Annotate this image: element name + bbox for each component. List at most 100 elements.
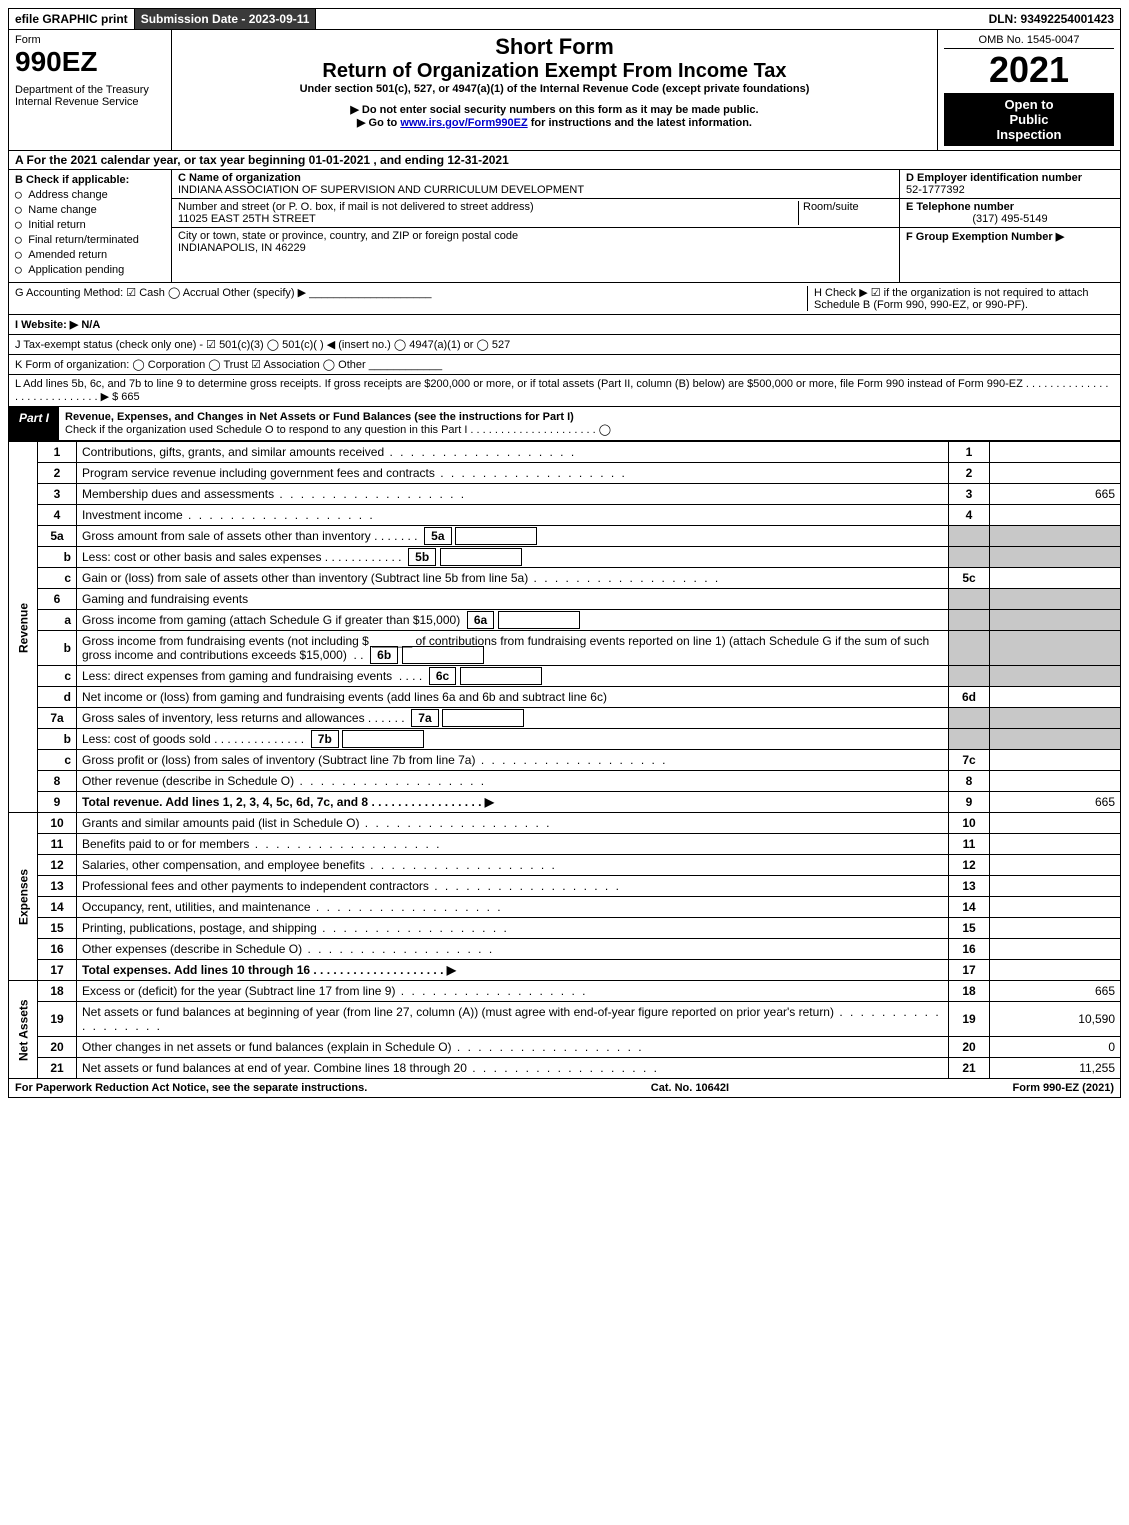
form-word: Form xyxy=(15,34,165,46)
row-19: 19Net assets or fund balances at beginni… xyxy=(9,1002,1121,1037)
form-number: 990EZ xyxy=(15,46,165,78)
insp-3: Inspection xyxy=(948,127,1110,142)
subtitle-3: ▶ Go to www.irs.gov/Form990EZ for instru… xyxy=(178,116,931,129)
row-10: Expenses 10Grants and similar amounts pa… xyxy=(9,813,1121,834)
row-14: 14Occupancy, rent, utilities, and mainte… xyxy=(9,897,1121,918)
dept-line-2: Internal Revenue Service xyxy=(15,96,165,108)
dln-label: DLN: 93492254001423 xyxy=(983,9,1120,29)
row-7b: bLess: cost of goods sold . . . . . . . … xyxy=(9,729,1121,750)
footer-left: For Paperwork Reduction Act Notice, see … xyxy=(15,1082,367,1094)
row-9: 9Total revenue. Add lines 1, 2, 3, 4, 5c… xyxy=(9,792,1121,813)
header-right: OMB No. 1545-0047 2021 Open to Public In… xyxy=(937,30,1120,150)
row-11: 11Benefits paid to or for members11 xyxy=(9,834,1121,855)
org-street: 11025 EAST 25TH STREET xyxy=(178,213,316,225)
chk-final-return[interactable]: ◯ Final return/terminated xyxy=(15,233,165,246)
row-5c: cGain or (loss) from sale of assets othe… xyxy=(9,568,1121,589)
b-title: B Check if applicable: xyxy=(15,174,165,186)
d-label: D Employer identification number xyxy=(906,172,1082,184)
insp-1: Open to xyxy=(948,97,1110,112)
part1-title: Revenue, Expenses, and Changes in Net As… xyxy=(59,407,1120,440)
row-21: 21Net assets or fund balances at end of … xyxy=(9,1058,1121,1079)
chk-name-change[interactable]: ◯ Name change xyxy=(15,203,165,216)
irs-link[interactable]: www.irs.gov/Form990EZ xyxy=(400,117,527,129)
footer-center: Cat. No. 10642I xyxy=(651,1082,729,1094)
netassets-vlabel: Net Assets xyxy=(9,981,38,1079)
top-bar: efile GRAPHIC print Submission Date - 20… xyxy=(8,8,1121,30)
column-b: B Check if applicable: ◯ Address change … xyxy=(9,170,172,282)
line-a: A For the 2021 calendar year, or tax yea… xyxy=(8,151,1121,170)
part1-header: Part I Revenue, Expenses, and Changes in… xyxy=(8,407,1121,441)
row-7a: 7aGross sales of inventory, less returns… xyxy=(9,708,1121,729)
expenses-vlabel: Expenses xyxy=(9,813,38,981)
room-suite: Room/suite xyxy=(798,201,893,225)
row-6b: bGross income from fundraising events (n… xyxy=(9,631,1121,666)
sub3-pre: ▶ Go to xyxy=(357,117,400,129)
f-block: F Group Exemption Number ▶ xyxy=(900,228,1120,245)
gh-row: G Accounting Method: ☑ Cash ◯ Accrual Ot… xyxy=(8,283,1121,315)
org-city: INDIANAPOLIS, IN 46229 xyxy=(178,242,306,254)
c-city-block: City or town, state or province, country… xyxy=(172,228,899,256)
column-de: D Employer identification number 52-1777… xyxy=(899,170,1120,282)
efile-print-button[interactable]: efile GRAPHIC print xyxy=(9,9,135,29)
column-c: C Name of organization INDIANA ASSOCIATI… xyxy=(172,170,899,282)
row-13: 13Professional fees and other payments t… xyxy=(9,876,1121,897)
row-1: Revenue 1Contributions, gifts, grants, a… xyxy=(9,442,1121,463)
title-short: Short Form xyxy=(178,34,931,60)
revenue-vlabel: Revenue xyxy=(9,442,38,813)
footer-right: Form 990-EZ (2021) xyxy=(1013,1082,1114,1094)
tax-year: 2021 xyxy=(944,49,1114,91)
row-20: 20Other changes in net assets or fund ba… xyxy=(9,1037,1121,1058)
row-15: 15Printing, publications, postage, and s… xyxy=(9,918,1121,939)
line-h: H Check ▶ ☑ if the organization is not r… xyxy=(807,286,1114,311)
subtitle-2: ▶ Do not enter social security numbers o… xyxy=(178,103,931,116)
c-name-block: C Name of organization INDIANA ASSOCIATI… xyxy=(172,170,899,199)
chk-address-change[interactable]: ◯ Address change xyxy=(15,188,165,201)
row-4: 4Investment income4 xyxy=(9,505,1121,526)
subtitle-1: Under section 501(c), 527, or 4947(a)(1)… xyxy=(178,83,931,95)
line-g: G Accounting Method: ☑ Cash ◯ Accrual Ot… xyxy=(15,286,807,311)
chk-amended-return[interactable]: ◯ Amended return xyxy=(15,248,165,261)
phone-value: (317) 495-5149 xyxy=(906,213,1114,225)
c-city-label: City or town, state or province, country… xyxy=(178,230,518,242)
d-block: D Employer identification number 52-1777… xyxy=(900,170,1120,199)
c-name-label: C Name of organization xyxy=(178,172,301,184)
row-8: 8Other revenue (describe in Schedule O)8 xyxy=(9,771,1121,792)
part1-check: Check if the organization used Schedule … xyxy=(65,424,611,436)
dept-line-1: Department of the Treasury xyxy=(15,84,165,96)
sub3-post: for instructions and the latest informat… xyxy=(528,117,752,129)
row-17: 17Total expenses. Add lines 10 through 1… xyxy=(9,960,1121,981)
chk-application-pending[interactable]: ◯ Application pending xyxy=(15,263,165,276)
row-18: Net Assets 18Excess or (deficit) for the… xyxy=(9,981,1121,1002)
inspection-box: Open to Public Inspection xyxy=(944,93,1114,146)
e-block: E Telephone number (317) 495-5149 xyxy=(900,199,1120,228)
row-6d: dNet income or (loss) from gaming and fu… xyxy=(9,687,1121,708)
line-j: J Tax-exempt status (check only one) - ☑… xyxy=(8,335,1121,355)
bcde-row: B Check if applicable: ◯ Address change … xyxy=(8,170,1121,283)
form-header: Form 990EZ Department of the Treasury In… xyxy=(8,30,1121,151)
row-6c: cLess: direct expenses from gaming and f… xyxy=(9,666,1121,687)
c-street-block: Number and street (or P. O. box, if mail… xyxy=(172,199,899,228)
ein-value: 52-1777392 xyxy=(906,184,965,196)
line-k: K Form of organization: ◯ Corporation ◯ … xyxy=(8,355,1121,375)
submission-date-button[interactable]: Submission Date - 2023-09-11 xyxy=(135,9,317,29)
row-16: 16Other expenses (describe in Schedule O… xyxy=(9,939,1121,960)
insp-2: Public xyxy=(948,112,1110,127)
line-i: I Website: ▶ N/A xyxy=(8,315,1121,335)
e-label: E Telephone number xyxy=(906,201,1014,213)
header-left: Form 990EZ Department of the Treasury In… xyxy=(9,30,172,150)
chk-initial-return[interactable]: ◯ Initial return xyxy=(15,218,165,231)
line-l: L Add lines 5b, 6c, and 7b to line 9 to … xyxy=(8,375,1121,407)
row-6a: aGross income from gaming (attach Schedu… xyxy=(9,610,1121,631)
row-2: 2Program service revenue including gover… xyxy=(9,463,1121,484)
row-7c: cGross profit or (loss) from sales of in… xyxy=(9,750,1121,771)
c-street-label: Number and street (or P. O. box, if mail… xyxy=(178,201,534,213)
row-6: 6Gaming and fundraising events xyxy=(9,589,1121,610)
header-center: Short Form Return of Organization Exempt… xyxy=(172,30,937,150)
row-12: 12Salaries, other compensation, and empl… xyxy=(9,855,1121,876)
lines-table: Revenue 1Contributions, gifts, grants, a… xyxy=(8,441,1121,1079)
page-footer: For Paperwork Reduction Act Notice, see … xyxy=(8,1079,1121,1098)
part1-label: Part I xyxy=(9,407,59,440)
omb-number: OMB No. 1545-0047 xyxy=(944,34,1114,49)
org-name: INDIANA ASSOCIATION OF SUPERVISION AND C… xyxy=(178,184,584,196)
row-5b: bLess: cost or other basis and sales exp… xyxy=(9,547,1121,568)
